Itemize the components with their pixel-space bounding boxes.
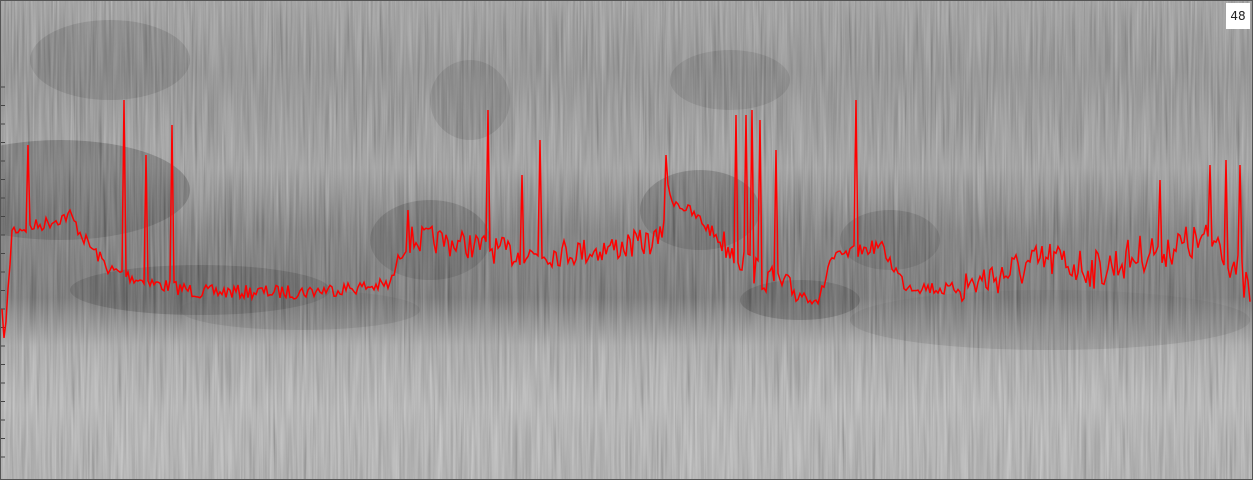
frame-number: 48 — [1226, 3, 1250, 29]
pitch-track — [1, 99, 1251, 338]
